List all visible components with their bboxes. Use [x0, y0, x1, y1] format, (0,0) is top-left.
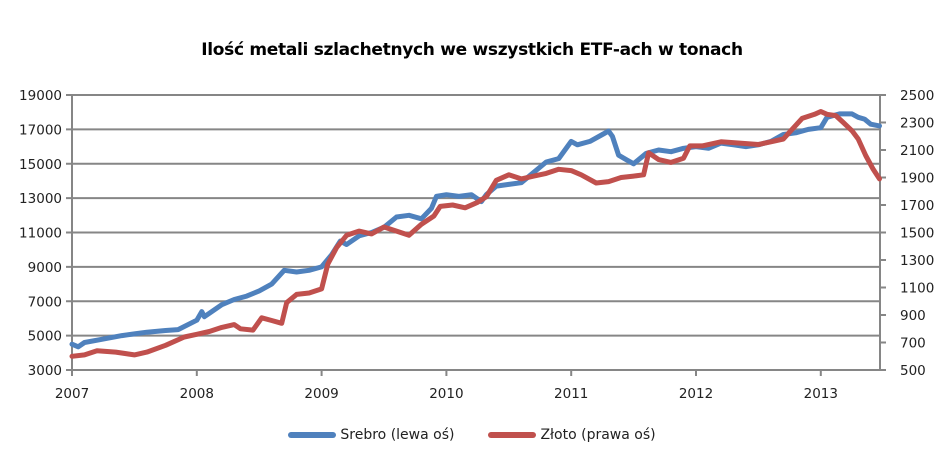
legend-swatch-silver [288, 432, 337, 438]
chart-title: Ilość metali szlachetnych we wszystkich … [201, 40, 743, 60]
tick-labels: 3000 5000 7000 9000 11000 13000 15000 17000 1900… [19, 88, 934, 402]
legend-item-silver[interactable]: Srebro (lewa oś) [288, 427, 454, 443]
left-axis-label: 7000 [28, 294, 62, 310]
left-axis-label: 13000 [19, 191, 62, 207]
left-axis-label: 15000 [19, 157, 62, 173]
left-axis-label: 3000 [28, 363, 62, 379]
legend-label-silver: Srebro (lewa oś) [340, 427, 455, 443]
series-lines [69, 109, 882, 359]
right-axis-label: 1100 [900, 281, 934, 297]
x-axis-label: 2009 [304, 386, 338, 402]
right-axis-label: 500 [900, 363, 926, 379]
right-axis-label: 1500 [900, 226, 934, 242]
x-axis-label: 2007 [55, 386, 89, 402]
gridlines [72, 94, 880, 371]
x-axis-label: 2011 [554, 386, 588, 402]
legend-item-gold[interactable]: Złoto (prawa oś) [488, 427, 656, 443]
right-axis-label: 1900 [900, 171, 934, 187]
right-axis-label: 700 [900, 336, 926, 352]
x-axis-label: 2008 [180, 386, 214, 402]
x-axis-label: 2010 [429, 386, 463, 402]
right-axis-label: 2300 [900, 116, 934, 132]
right-axis-label: 1700 [900, 198, 934, 214]
right-axis-label: 2500 [900, 88, 934, 104]
silver-series-line [69, 111, 882, 350]
legend: Srebro (lewa oś) Złoto (prawa oś) [0, 427, 944, 443]
left-axis-label: 11000 [19, 226, 62, 242]
left-axis-label: 5000 [28, 329, 62, 345]
right-axis-label: 2100 [900, 143, 934, 159]
left-axis-label: 9000 [28, 260, 62, 276]
left-axis-label: 19000 [19, 88, 62, 104]
right-axis-label: 1300 [900, 253, 934, 269]
x-axis-label: 2012 [679, 386, 713, 402]
axes [66, 94, 886, 376]
right-axis-label: 900 [900, 308, 926, 324]
x-axis-label: 2013 [804, 386, 838, 402]
legend-label-gold: Złoto (prawa oś) [540, 427, 656, 443]
gold-series-line [69, 109, 882, 359]
left-axis-label: 17000 [19, 122, 62, 138]
legend-swatch-gold [488, 432, 537, 438]
